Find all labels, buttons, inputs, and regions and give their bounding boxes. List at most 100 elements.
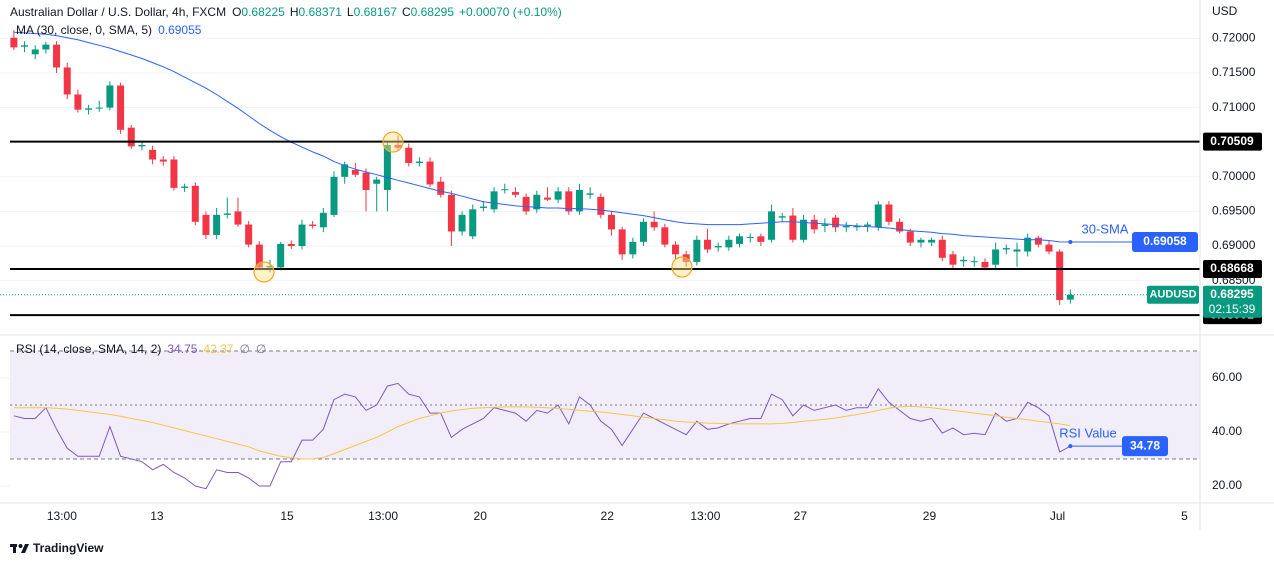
- candle-body: [501, 189, 509, 191]
- candle-body: [213, 214, 221, 235]
- candle-body: [938, 239, 946, 258]
- candle-body: [757, 236, 765, 242]
- rsi-title: RSI (14, close, SMA, 14, 2): [16, 342, 161, 356]
- candle-body: [202, 214, 210, 235]
- candle-body: [992, 249, 1000, 265]
- ohlc-value: 0.68371: [298, 5, 342, 19]
- price-label: 0.68295: [1210, 287, 1254, 301]
- marks-layer: [0, 30, 1200, 490]
- candle-body: [63, 67, 71, 95]
- candle-body: [405, 147, 413, 163]
- touch-circle: [253, 261, 275, 283]
- logo-slash: [21, 544, 29, 553]
- x-tick-label: 29: [923, 509, 937, 523]
- rsi-ma-value: 42.37: [203, 342, 233, 356]
- candle-body: [191, 185, 199, 222]
- candle-body: [181, 186, 189, 188]
- ohlc-letter: H: [290, 5, 299, 19]
- candle-body: [42, 44, 50, 50]
- candle-body: [277, 243, 285, 268]
- candle-body: [287, 243, 295, 247]
- candle-body: [810, 219, 818, 230]
- candle-body: [661, 227, 669, 245]
- candle-body: [394, 144, 402, 148]
- level-label-box: [1203, 132, 1262, 151]
- symbol-label: AUDUSD: [1149, 289, 1196, 301]
- candle-body: [266, 266, 274, 268]
- candle-body: [789, 215, 797, 240]
- candle-body: [629, 241, 637, 255]
- candle-body: [437, 181, 445, 195]
- candle-body: [234, 211, 242, 225]
- ma-label-value: 0.69058: [1143, 234, 1187, 248]
- candle-body: [106, 85, 114, 108]
- candle-body: [1013, 249, 1021, 252]
- candle-body: [736, 236, 744, 244]
- candle-body: [607, 214, 615, 230]
- candle-body: [885, 204, 893, 222]
- candle-body: [373, 179, 381, 184]
- rsi-annotation: RSI Value: [1059, 426, 1117, 441]
- change: +0.00070 (+0.10%): [459, 5, 562, 19]
- ohlc-letter: O: [232, 5, 241, 19]
- rsi-value: 34.75: [167, 342, 197, 356]
- level-label: 0.70509: [1210, 134, 1254, 148]
- candle-body: [842, 225, 850, 228]
- candle-body: [223, 213, 231, 215]
- y-tick-label: 0.71500: [1212, 65, 1256, 79]
- candle-body: [341, 164, 349, 177]
- candle-body: [511, 192, 519, 195]
- candle-body: [298, 224, 306, 247]
- x-tick-label: 5: [1181, 509, 1188, 523]
- candle-body: [479, 206, 487, 208]
- ohlc-letter: C: [402, 5, 411, 19]
- candle-body: [586, 193, 594, 195]
- rsi-extra: ∅: [239, 342, 249, 356]
- x-tick-label: Jul: [1050, 509, 1065, 523]
- candle-body: [383, 144, 391, 190]
- candle-body: [245, 224, 253, 245]
- price-legend: Australian Dollar / U.S. Dollar, 4h, FXC…: [10, 5, 562, 19]
- candle-body: [117, 85, 125, 130]
- price-box: [1203, 285, 1262, 318]
- candle-body: [362, 172, 370, 190]
- candle-body: [639, 221, 647, 242]
- candle-body: [74, 94, 82, 110]
- candle-body: [864, 224, 872, 226]
- x-tick-label: 13: [150, 509, 164, 523]
- rsi-line: [13, 382, 1071, 490]
- candle-body: [960, 259, 968, 262]
- y-tick-label: 0.72000: [1212, 31, 1256, 45]
- candle-body: [832, 217, 840, 228]
- candle-body: [1066, 294, 1074, 300]
- y-tick-label: 0.69500: [1212, 204, 1256, 218]
- candle-body: [970, 261, 978, 263]
- ohlc-letter: L: [347, 5, 354, 19]
- candle-body: [149, 149, 157, 160]
- countdown: 02:15:39: [1209, 302, 1256, 316]
- candle-body: [704, 239, 712, 250]
- candle-body: [853, 225, 861, 228]
- y-tick-label: 40.00: [1212, 424, 1242, 438]
- rsi-label-box: [1122, 436, 1168, 457]
- candle-body: [778, 216, 786, 218]
- y-tick-label: 0.71000: [1212, 100, 1256, 114]
- candle-body: [554, 191, 562, 200]
- candle-body: [533, 194, 541, 210]
- candle-body: [415, 161, 423, 163]
- ohlc-value: 0.68225: [241, 5, 285, 19]
- candle-body: [896, 221, 904, 232]
- candle-body: [351, 169, 359, 175]
- candle-body: [800, 219, 808, 240]
- x-tick-label: 27: [794, 509, 808, 523]
- ma-annotation: 30-SMA: [1082, 221, 1129, 236]
- symbol-title: Australian Dollar / U.S. Dollar, 4h, FXC…: [10, 5, 226, 19]
- candle-body: [575, 189, 583, 212]
- candle-body: [426, 161, 434, 185]
- candle-body: [1034, 237, 1042, 245]
- symbol-box: [1147, 285, 1199, 304]
- candle-body: [95, 107, 103, 109]
- candle-body: [714, 246, 722, 248]
